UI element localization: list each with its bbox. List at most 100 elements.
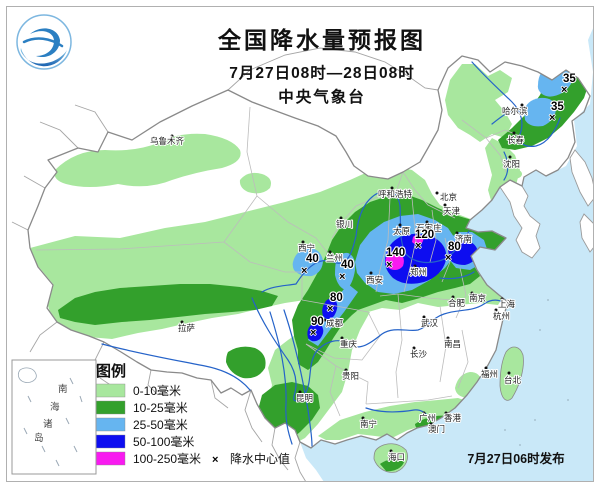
city-label: 南京 — [469, 293, 486, 303]
neighbour-countries — [499, 149, 594, 259]
city-marker: 济南 — [454, 231, 473, 245]
precip-center-icon: × — [386, 259, 392, 271]
korea-peninsula — [499, 179, 541, 259]
hainan-south-rain — [380, 459, 404, 472]
city-marker: 长春 — [506, 131, 526, 146]
legend-swatch — [94, 383, 126, 398]
city-label: 济南 — [455, 234, 472, 244]
city-label: 海口 — [388, 452, 405, 462]
precip-center-icon: × — [561, 84, 567, 96]
city-label: 合肥 — [448, 298, 466, 308]
city-marker: 沈阳 — [502, 155, 521, 170]
neighbour-borders — [11, 47, 439, 482]
city-label: 乌鲁木齐 — [150, 136, 185, 146]
city-marker: 银川 — [335, 216, 354, 230]
precip-center-icon: × — [310, 327, 316, 339]
city-label: 太原 — [393, 226, 410, 236]
inset-label-char: 海 — [50, 401, 60, 413]
city-marker: 昆明 — [295, 390, 314, 404]
precip-center: 40× — [338, 258, 355, 284]
precip-center: 140× — [385, 246, 406, 272]
city-label: 天津 — [443, 206, 461, 216]
svg-text:40: 40 — [306, 253, 319, 265]
legend-swatch — [94, 434, 126, 449]
svg-text:35: 35 — [563, 73, 576, 85]
city-label: 南宁 — [360, 419, 377, 429]
precip-center: 35× — [560, 72, 577, 97]
legend-center-note: 降水中心值 — [230, 451, 290, 466]
city-marker: 北京 — [435, 191, 458, 203]
city-label: 兰州 — [326, 253, 343, 263]
precip-center-icon: × — [415, 240, 421, 252]
svg-text:90: 90 — [311, 316, 324, 328]
city-marker: 香港 — [443, 411, 463, 424]
issue-time: 7月27日06时发布 — [467, 451, 565, 466]
page-subtitle: 7月27日08时—28日08时 — [229, 64, 415, 82]
salween-river — [283, 309, 313, 447]
precip-center: 90× — [309, 315, 325, 340]
city-label: 沈阳 — [503, 159, 520, 169]
city-marker: 台北 — [503, 371, 523, 386]
province-borders — [35, 106, 521, 417]
city-marker: 福州 — [480, 366, 499, 380]
city-label: 呼和浩特 — [378, 189, 413, 199]
inset-label-char: 南 — [58, 383, 68, 395]
legend-swatch — [94, 417, 126, 432]
page-title: 全国降水量预报图 — [217, 27, 426, 53]
china-border — [27, 55, 591, 449]
city-marker: 长沙 — [409, 346, 429, 360]
city-label: 郑州 — [410, 267, 427, 277]
japan-island — [569, 149, 594, 207]
legend-item-label: 100-250毫米 — [133, 451, 201, 466]
songhua-branch — [491, 109, 521, 125]
precip-center-icon: × — [301, 265, 307, 277]
city-marker: 南昌 — [443, 336, 462, 350]
city-marker: 兰州 — [325, 250, 344, 264]
city-marker: 石家庄 — [415, 220, 443, 234]
yarlung-river — [101, 343, 251, 391]
city-marker: 澳门 — [427, 422, 446, 435]
precip-centers: 35× 35× 40× 40× 120× 140× 80× 80× 90× — [300, 72, 577, 340]
precip-center-icon: × — [549, 112, 555, 124]
south-china-sea-inset: 南 海 诸 岛 — [11, 359, 97, 475]
precip-center-icon: × — [339, 271, 345, 283]
city-label: 福州 — [481, 369, 498, 379]
svg-text:80: 80 — [448, 241, 461, 253]
yellow-river — [261, 190, 470, 293]
liao-river — [503, 151, 509, 181]
city-marker: 哈尔滨 — [501, 103, 529, 117]
precip-center: 120× — [414, 228, 435, 253]
legend-swatch — [94, 451, 126, 466]
cities: 乌鲁木齐 哈尔滨 长春 沈阳 呼和浩特 北京 天津 银川 太原 石家庄 济南 西… — [149, 103, 529, 463]
city-label: 西安 — [366, 275, 383, 285]
inset-label-char: 诸 — [43, 419, 53, 430]
rain-layer-50-100 — [307, 233, 478, 342]
city-label: 石家庄 — [416, 223, 442, 233]
city-label: 昆明 — [296, 393, 313, 403]
city-marker: 乌鲁木齐 — [149, 134, 186, 147]
legend-item-label: 50-100毫米 — [133, 434, 194, 449]
city-marker: 天津 — [442, 203, 462, 217]
precip-center-icon: × — [445, 252, 451, 264]
precip-center: 80× — [326, 291, 344, 316]
city-marker: 杭州 — [492, 308, 511, 322]
city-label: 成都 — [326, 318, 344, 328]
city-marker: 南宁 — [359, 416, 378, 430]
svg-text:140: 140 — [386, 247, 405, 259]
city-label: 南昌 — [444, 339, 461, 349]
city-marker: 拉萨 — [177, 320, 197, 334]
city-marker: 武汉 — [420, 315, 440, 329]
pearl-river — [365, 407, 431, 419]
city-marker: 贵阳 — [341, 368, 360, 382]
svg-text:120: 120 — [415, 229, 434, 241]
city-label: 杭州 — [493, 311, 510, 321]
city-marker: 呼和浩特 — [377, 186, 414, 200]
yangtze-river — [251, 297, 506, 402]
svg-text:35: 35 — [551, 101, 564, 113]
city-marker: 合肥 — [447, 295, 467, 309]
legend-item-label: 25-50毫米 — [133, 417, 188, 432]
rivers — [101, 61, 561, 447]
legend-item-label: 0-10毫米 — [133, 383, 181, 398]
japan-island — [579, 213, 594, 253]
city-marker: 郑州 — [409, 264, 428, 278]
